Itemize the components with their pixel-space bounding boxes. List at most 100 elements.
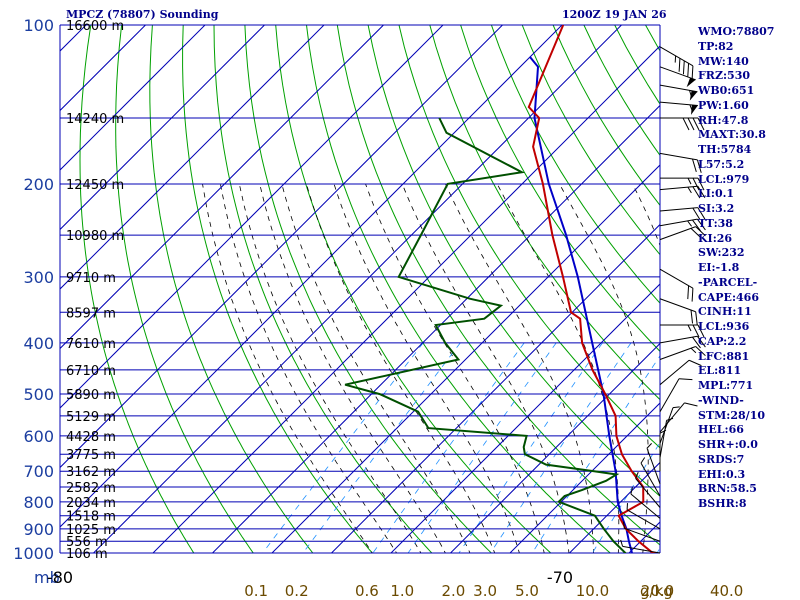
wind-barb-full: [692, 336, 701, 349]
index-line: LCL:936: [698, 320, 750, 333]
wind-barb-full: [692, 219, 701, 232]
wind-barb: [659, 268, 694, 302]
dry-adiabat-line: [182, 25, 373, 553]
wind-barb: [640, 457, 661, 497]
valid-time: 1200Z 19 JAN 26: [562, 8, 667, 21]
wind-barb-full: [687, 285, 690, 300]
dry-adiabat-line: [115, 25, 254, 553]
wind-barb: [659, 335, 706, 349]
mixing-ratio-label: 1.0: [390, 582, 414, 600]
wind-barb: [659, 359, 702, 386]
wind-barb-staff: [640, 462, 661, 497]
height-label: 16600 m: [66, 19, 124, 34]
wind-barb-full: [678, 58, 681, 72]
height-label: 2582 m: [66, 481, 116, 496]
height-label: 10980 m: [66, 229, 124, 244]
dry-adiabat-line: [367, 25, 660, 497]
moist-adiabat-line: [259, 183, 446, 553]
wind-barb: [660, 177, 705, 191]
height-label: 6710 m: [66, 364, 116, 379]
temperature-tick-label: -70: [547, 568, 573, 587]
wind-barb-half: [635, 472, 639, 479]
mixing-ratio-line: [531, 355, 660, 553]
index-line: LI:0.1: [698, 187, 735, 201]
moist-adiabat-line: [559, 183, 649, 553]
moist-adiabat-line: [281, 183, 471, 553]
wind-barb-half: [630, 487, 633, 495]
index-line: MAXT:30.8: [698, 128, 766, 142]
isotherm-line: [60, 25, 503, 469]
dry-adiabat-line: [244, 25, 492, 553]
index-line: KI:26: [698, 231, 733, 245]
wind-barb-flag: [691, 104, 698, 115]
isotherm-line: [0, 25, 27, 564]
height-label: 12450 m: [66, 178, 124, 193]
index-line: -PARCEL-: [698, 275, 758, 289]
wind-barb-staff: [659, 420, 668, 458]
stability-indices-panel: WMO:78807 TP:82 MW:140 FRZ:530 WB0:651 PW:1.6…: [698, 25, 798, 512]
height-label: 4428 m: [66, 430, 116, 445]
wind-barb-full: [697, 186, 706, 198]
wind-barb-half: [687, 324, 692, 332]
wind-barb-staff: [635, 478, 661, 508]
wind-barb-staff: [626, 509, 661, 530]
wind-barb-full: [690, 228, 702, 238]
wind-barb: [646, 443, 661, 485]
moist-adiabat-line: [496, 183, 620, 553]
wind-barb-full: [690, 310, 694, 324]
height-label: 5129 m: [66, 410, 116, 425]
temperature-tick-label: -80: [47, 568, 73, 587]
index-line: LCL:979: [698, 172, 750, 186]
wind-barb-full: [692, 207, 701, 220]
height-label: 14240 m: [66, 112, 124, 127]
isotherm-line: [60, 25, 563, 528]
isotherm-line: [92, 25, 622, 553]
wind-barb-full: [678, 378, 693, 381]
dry-adiabat-line: [275, 25, 552, 553]
wind-barb-staff: [659, 101, 698, 106]
index-line: BRN:58.5: [698, 482, 757, 496]
mixing-ratio-label: 0.6: [355, 582, 379, 600]
isotherm-line: [211, 104, 660, 553]
wind-barb: [659, 101, 698, 115]
isotherm-line: [60, 25, 265, 231]
mixing-ratio-label: 20.0: [641, 582, 674, 600]
wind-barb-half: [620, 539, 624, 547]
wind-barb-full: [692, 186, 701, 199]
x-axis-label: mb: [34, 568, 60, 587]
dry-adiabat-line: [79, 25, 195, 553]
wind-barb-half: [659, 429, 667, 434]
sounding-profiles: [344, 25, 657, 553]
index-line: LFC:881: [698, 349, 750, 363]
wind-barb: [660, 324, 705, 338]
wind-barb-staff: [659, 402, 685, 433]
isobars: [59, 24, 661, 554]
temperature-trace: [527, 25, 657, 553]
wind-barb-staff: [646, 448, 661, 485]
index-line: -WIND-: [698, 393, 744, 407]
wind-barb: [659, 346, 706, 360]
height-label: 5890 m: [66, 388, 116, 403]
wind-barb-half: [623, 521, 625, 529]
index-line: BSHR:8: [698, 497, 747, 510]
moist-adiabat-line: [445, 183, 595, 553]
isotherm-line: [271, 164, 660, 553]
mixing-ratio-label: 0.1: [244, 582, 268, 600]
wind-barb-full: [682, 117, 690, 131]
wind-barb-half: [687, 186, 692, 194]
wind-barb-full: [684, 402, 698, 407]
wind-barb: [659, 207, 706, 220]
mixing-ratio-unit: g/kg: [640, 582, 673, 600]
pressure-label: 300: [23, 268, 54, 287]
index-line: TP:82: [698, 39, 734, 53]
dewpoint-trace: [344, 117, 627, 553]
index-line: FRZ:530: [698, 69, 751, 83]
index-line: TH:5784: [698, 143, 752, 156]
isotherm-line: [60, 25, 206, 171]
isotherm-line: [152, 45, 660, 553]
pressure-label: 900: [23, 520, 54, 539]
wind-barb-staff: [659, 46, 694, 67]
isotherm-line: [568, 461, 660, 553]
wind-barb-full: [691, 288, 694, 302]
wind-barb-half: [690, 347, 697, 354]
